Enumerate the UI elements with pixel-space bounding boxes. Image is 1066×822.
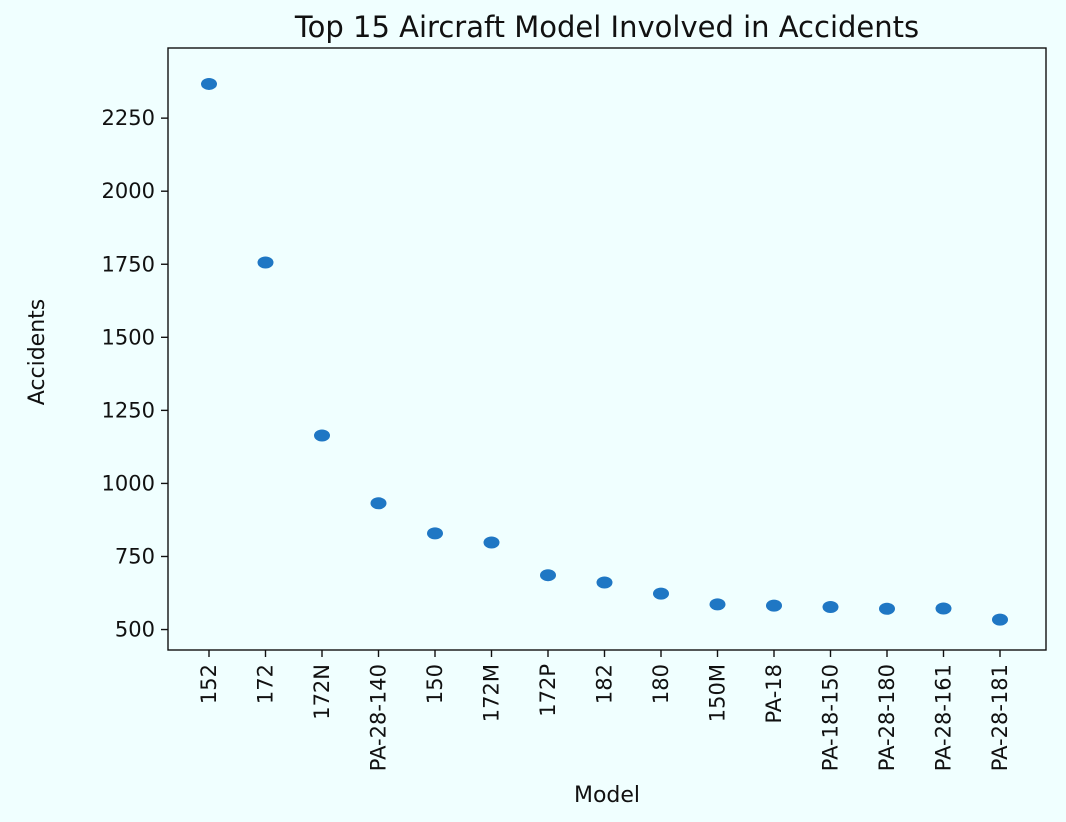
x-axis: 152 172 172N PA-28-140 150 172M 172P 182 180 150M… <box>197 650 1012 771</box>
data-point <box>314 429 330 442</box>
x-tick-label: 180 <box>649 664 673 704</box>
data-point <box>596 576 613 589</box>
chart-title: Top 15 Aircraft Model Involved in Accide… <box>294 10 919 44</box>
x-tick-label: PA-28-180 <box>875 664 899 771</box>
x-tick-label: 150 <box>423 664 447 704</box>
data-point <box>370 497 387 510</box>
data-point <box>540 569 556 582</box>
x-tick-label: PA-28-140 <box>367 664 391 771</box>
x-tick-label: PA-18-150 <box>819 664 843 771</box>
data-point <box>935 602 952 615</box>
data-point <box>427 527 443 540</box>
data-point <box>992 613 1008 626</box>
x-tick-label: 150M <box>706 664 730 722</box>
x-tick-label: 172M <box>480 664 504 722</box>
data-points <box>201 77 1008 626</box>
data-point <box>201 77 217 90</box>
x-tick-label: 172P <box>536 664 560 717</box>
y-tick-label: 2250 <box>102 106 155 130</box>
plot-area <box>167 47 1047 651</box>
data-point <box>766 599 782 612</box>
data-point <box>879 602 895 615</box>
y-tick-label: 750 <box>115 544 155 568</box>
data-point <box>257 256 274 269</box>
data-point <box>653 587 669 600</box>
data-point <box>709 598 726 611</box>
data-point <box>822 601 839 614</box>
x-tick-label: 152 <box>197 664 221 704</box>
data-point <box>483 536 500 549</box>
x-tick-label: 172 <box>254 664 278 704</box>
y-tick-label: 1500 <box>102 325 155 349</box>
x-axis-label: Model <box>574 783 640 808</box>
x-tick-label: PA-18 <box>762 664 786 724</box>
x-tick-label: 182 <box>593 664 617 704</box>
y-tick-label: 1250 <box>102 398 155 422</box>
y-tick-label: 1000 <box>102 471 155 495</box>
x-tick-label: PA-28-181 <box>988 664 1012 771</box>
y-axis: 500 750 1000 1250 1500 1750 2000 2250 <box>102 106 168 642</box>
y-tick-label: 1750 <box>102 252 155 276</box>
y-axis-label: Accidents <box>25 299 50 406</box>
y-tick-label: 500 <box>115 618 155 642</box>
x-tick-label: PA-28-161 <box>932 664 956 771</box>
x-tick-label: 172N <box>310 664 334 720</box>
y-tick-label: 2000 <box>102 179 155 203</box>
